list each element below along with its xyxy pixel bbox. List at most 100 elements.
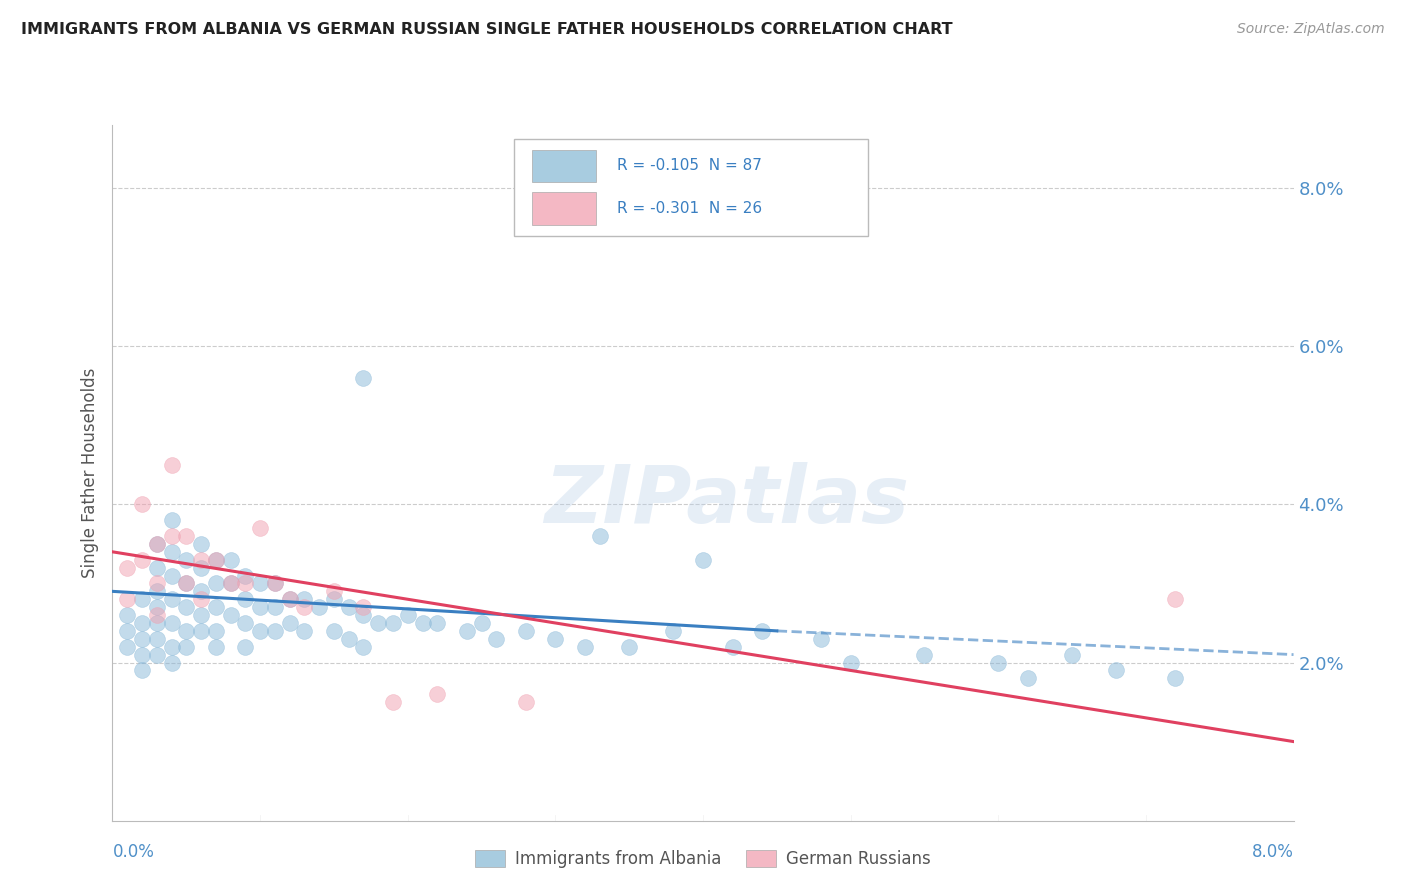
Point bbox=[117, 624, 138, 638]
Point bbox=[190, 608, 212, 623]
Point bbox=[160, 529, 183, 543]
Point bbox=[131, 497, 153, 511]
Legend: Immigrants from Albania, German Russians: Immigrants from Albania, German Russians bbox=[468, 843, 938, 875]
Point bbox=[131, 648, 153, 662]
Point bbox=[160, 592, 183, 607]
Point bbox=[292, 600, 315, 615]
Point bbox=[117, 608, 138, 623]
Point bbox=[337, 632, 360, 646]
Point bbox=[588, 529, 610, 543]
Point bbox=[1105, 664, 1128, 678]
Point bbox=[249, 521, 271, 535]
Point bbox=[174, 600, 197, 615]
Point bbox=[352, 600, 374, 615]
Point bbox=[146, 560, 169, 574]
Text: Source: ZipAtlas.com: Source: ZipAtlas.com bbox=[1237, 22, 1385, 37]
Point bbox=[146, 648, 169, 662]
Point bbox=[633, 220, 655, 235]
Text: ZIPatlas: ZIPatlas bbox=[544, 461, 910, 540]
Point bbox=[382, 615, 405, 630]
Point bbox=[205, 600, 228, 615]
Point bbox=[619, 640, 641, 654]
Point bbox=[323, 624, 346, 638]
Point bbox=[352, 371, 374, 385]
Point bbox=[352, 640, 374, 654]
Point bbox=[174, 624, 197, 638]
Point bbox=[190, 560, 212, 574]
Point bbox=[544, 632, 567, 646]
Point bbox=[131, 632, 153, 646]
Point bbox=[914, 648, 936, 662]
Point bbox=[131, 592, 153, 607]
Point bbox=[233, 592, 256, 607]
Point bbox=[131, 664, 153, 678]
Point bbox=[264, 576, 287, 591]
Point bbox=[323, 584, 346, 599]
Point bbox=[146, 537, 169, 551]
Point bbox=[278, 592, 301, 607]
Point bbox=[174, 576, 197, 591]
Point bbox=[810, 632, 832, 646]
Point bbox=[146, 632, 169, 646]
Point bbox=[1164, 592, 1187, 607]
Point bbox=[1164, 671, 1187, 685]
Point bbox=[292, 592, 315, 607]
Point bbox=[233, 615, 256, 630]
Point bbox=[662, 624, 685, 638]
Point bbox=[174, 552, 197, 567]
Point bbox=[174, 529, 197, 543]
Point bbox=[233, 576, 256, 591]
Point bbox=[205, 552, 228, 567]
Point bbox=[456, 624, 478, 638]
Point bbox=[117, 640, 138, 654]
Point bbox=[278, 615, 301, 630]
Point bbox=[264, 624, 287, 638]
Point bbox=[190, 592, 212, 607]
Point bbox=[190, 537, 212, 551]
Point bbox=[174, 576, 197, 591]
Point bbox=[219, 608, 242, 623]
Y-axis label: Single Father Households: Single Father Households bbox=[80, 368, 98, 578]
Point bbox=[264, 576, 287, 591]
Point bbox=[751, 624, 773, 638]
Point bbox=[160, 513, 183, 527]
Point bbox=[323, 592, 346, 607]
Point bbox=[219, 576, 242, 591]
Point bbox=[308, 600, 330, 615]
Point bbox=[146, 584, 169, 599]
Point bbox=[146, 615, 169, 630]
Point bbox=[292, 624, 315, 638]
Point bbox=[131, 615, 153, 630]
Point bbox=[146, 576, 169, 591]
Point bbox=[1017, 671, 1039, 685]
Point bbox=[205, 576, 228, 591]
Point bbox=[233, 640, 256, 654]
Point bbox=[117, 560, 138, 574]
Point bbox=[160, 656, 183, 670]
Point bbox=[471, 615, 494, 630]
Point bbox=[1062, 648, 1084, 662]
Point bbox=[219, 576, 242, 591]
Point bbox=[337, 600, 360, 615]
Text: 0.0%: 0.0% bbox=[112, 843, 155, 861]
Point bbox=[233, 568, 256, 582]
Point bbox=[987, 656, 1010, 670]
Text: IMMIGRANTS FROM ALBANIA VS GERMAN RUSSIAN SINGLE FATHER HOUSEHOLDS CORRELATION C: IMMIGRANTS FROM ALBANIA VS GERMAN RUSSIA… bbox=[21, 22, 953, 37]
Point bbox=[278, 592, 301, 607]
Point bbox=[692, 552, 714, 567]
Point bbox=[205, 624, 228, 638]
Point bbox=[396, 608, 419, 623]
Point bbox=[146, 600, 169, 615]
Point bbox=[146, 537, 169, 551]
Point bbox=[367, 615, 389, 630]
Point bbox=[131, 552, 153, 567]
Point bbox=[249, 624, 271, 638]
Point bbox=[160, 640, 183, 654]
Point bbox=[485, 632, 508, 646]
Point bbox=[160, 615, 183, 630]
Point bbox=[382, 695, 405, 709]
Point bbox=[839, 656, 862, 670]
Point bbox=[160, 545, 183, 559]
Point bbox=[352, 608, 374, 623]
Text: 8.0%: 8.0% bbox=[1251, 843, 1294, 861]
